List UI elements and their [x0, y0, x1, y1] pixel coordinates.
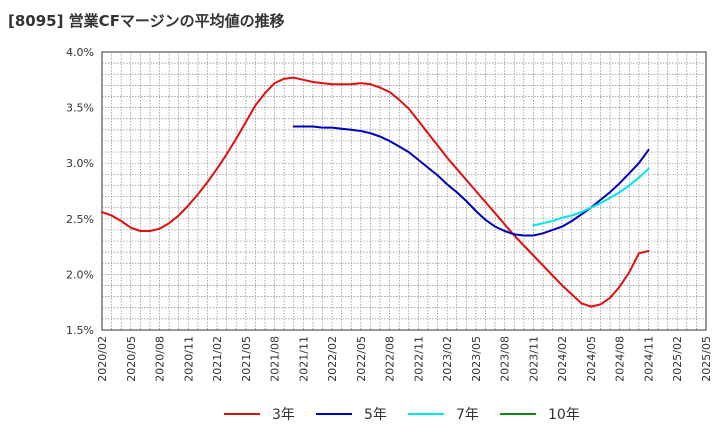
x-tick-label: 2020/11	[182, 336, 195, 382]
x-tick-label: 2024/08	[614, 336, 627, 382]
series-line-2	[532, 167, 650, 227]
y-tick-label: 2.5%	[66, 213, 94, 226]
x-tick-label: 2024/11	[642, 336, 655, 382]
legend-label: 7年	[456, 407, 479, 423]
legend-item: 7年	[408, 404, 479, 424]
legend-label: 5年	[364, 407, 387, 423]
legend-label: 10年	[548, 407, 580, 423]
x-tick-label: 2020/08	[154, 336, 167, 382]
legend-item: 5年	[316, 404, 387, 424]
y-tick-label: 4.0%	[66, 46, 94, 59]
x-tick-label: 2020/05	[125, 336, 138, 382]
plot-area	[101, 51, 707, 331]
x-tick-label: 2023/02	[441, 336, 454, 382]
legend: 3年 5年 7年 10年	[0, 400, 720, 428]
y-tick-label: 2.0%	[66, 268, 94, 281]
x-tick-label: 2022/08	[384, 336, 397, 382]
x-tick-label: 2022/05	[355, 336, 368, 382]
x-tick-label: 2021/05	[240, 336, 253, 382]
legend-swatch	[316, 413, 352, 415]
x-tick-label: 2024/05	[585, 336, 598, 382]
series-line-0	[101, 76, 650, 308]
x-tick-label: 2025/05	[700, 336, 713, 382]
x-tick-label: 2024/02	[556, 336, 569, 382]
x-tick-label: 2021/08	[269, 336, 282, 382]
legend-item: 3年	[224, 404, 295, 424]
x-tick-label: 2021/02	[211, 336, 224, 382]
x-tick-label: 2020/02	[96, 336, 109, 382]
x-axis-ticks: 2020/02 2020/05 2020/08 2020/11 2021/02 2021/…	[96, 336, 713, 382]
grid	[102, 52, 706, 330]
x-tick-label: 2021/11	[297, 336, 310, 382]
chart-svg: 1.5%2.0%2.5%3.0%3.5%4.0% 2020/02 2020/05 2…	[66, 46, 713, 382]
x-tick-label: 2023/08	[499, 336, 512, 382]
legend-label: 3年	[272, 407, 295, 423]
legend-swatch	[224, 413, 260, 415]
x-tick-label: 2025/02	[671, 336, 684, 382]
series-lines	[101, 76, 650, 308]
y-tick-label: 1.5%	[66, 324, 94, 337]
x-tick-label: 2022/11	[412, 336, 425, 382]
legend-swatch	[500, 413, 536, 415]
y-tick-label: 3.0%	[66, 157, 94, 170]
x-tick-label: 2022/02	[326, 336, 339, 382]
chart-title: [8095] 営業CFマージンの平均値の推移	[8, 12, 285, 30]
x-tick-label: 2023/11	[527, 336, 540, 382]
y-axis-ticks: 1.5% 2.0% 2.5% 3.0% 3.5% 4.0%	[66, 46, 94, 337]
legend-item: 10年	[500, 404, 580, 424]
x-tick-label: 2023/05	[470, 336, 483, 382]
legend-swatch	[408, 413, 444, 415]
y-tick-label: 3.5%	[66, 102, 94, 115]
